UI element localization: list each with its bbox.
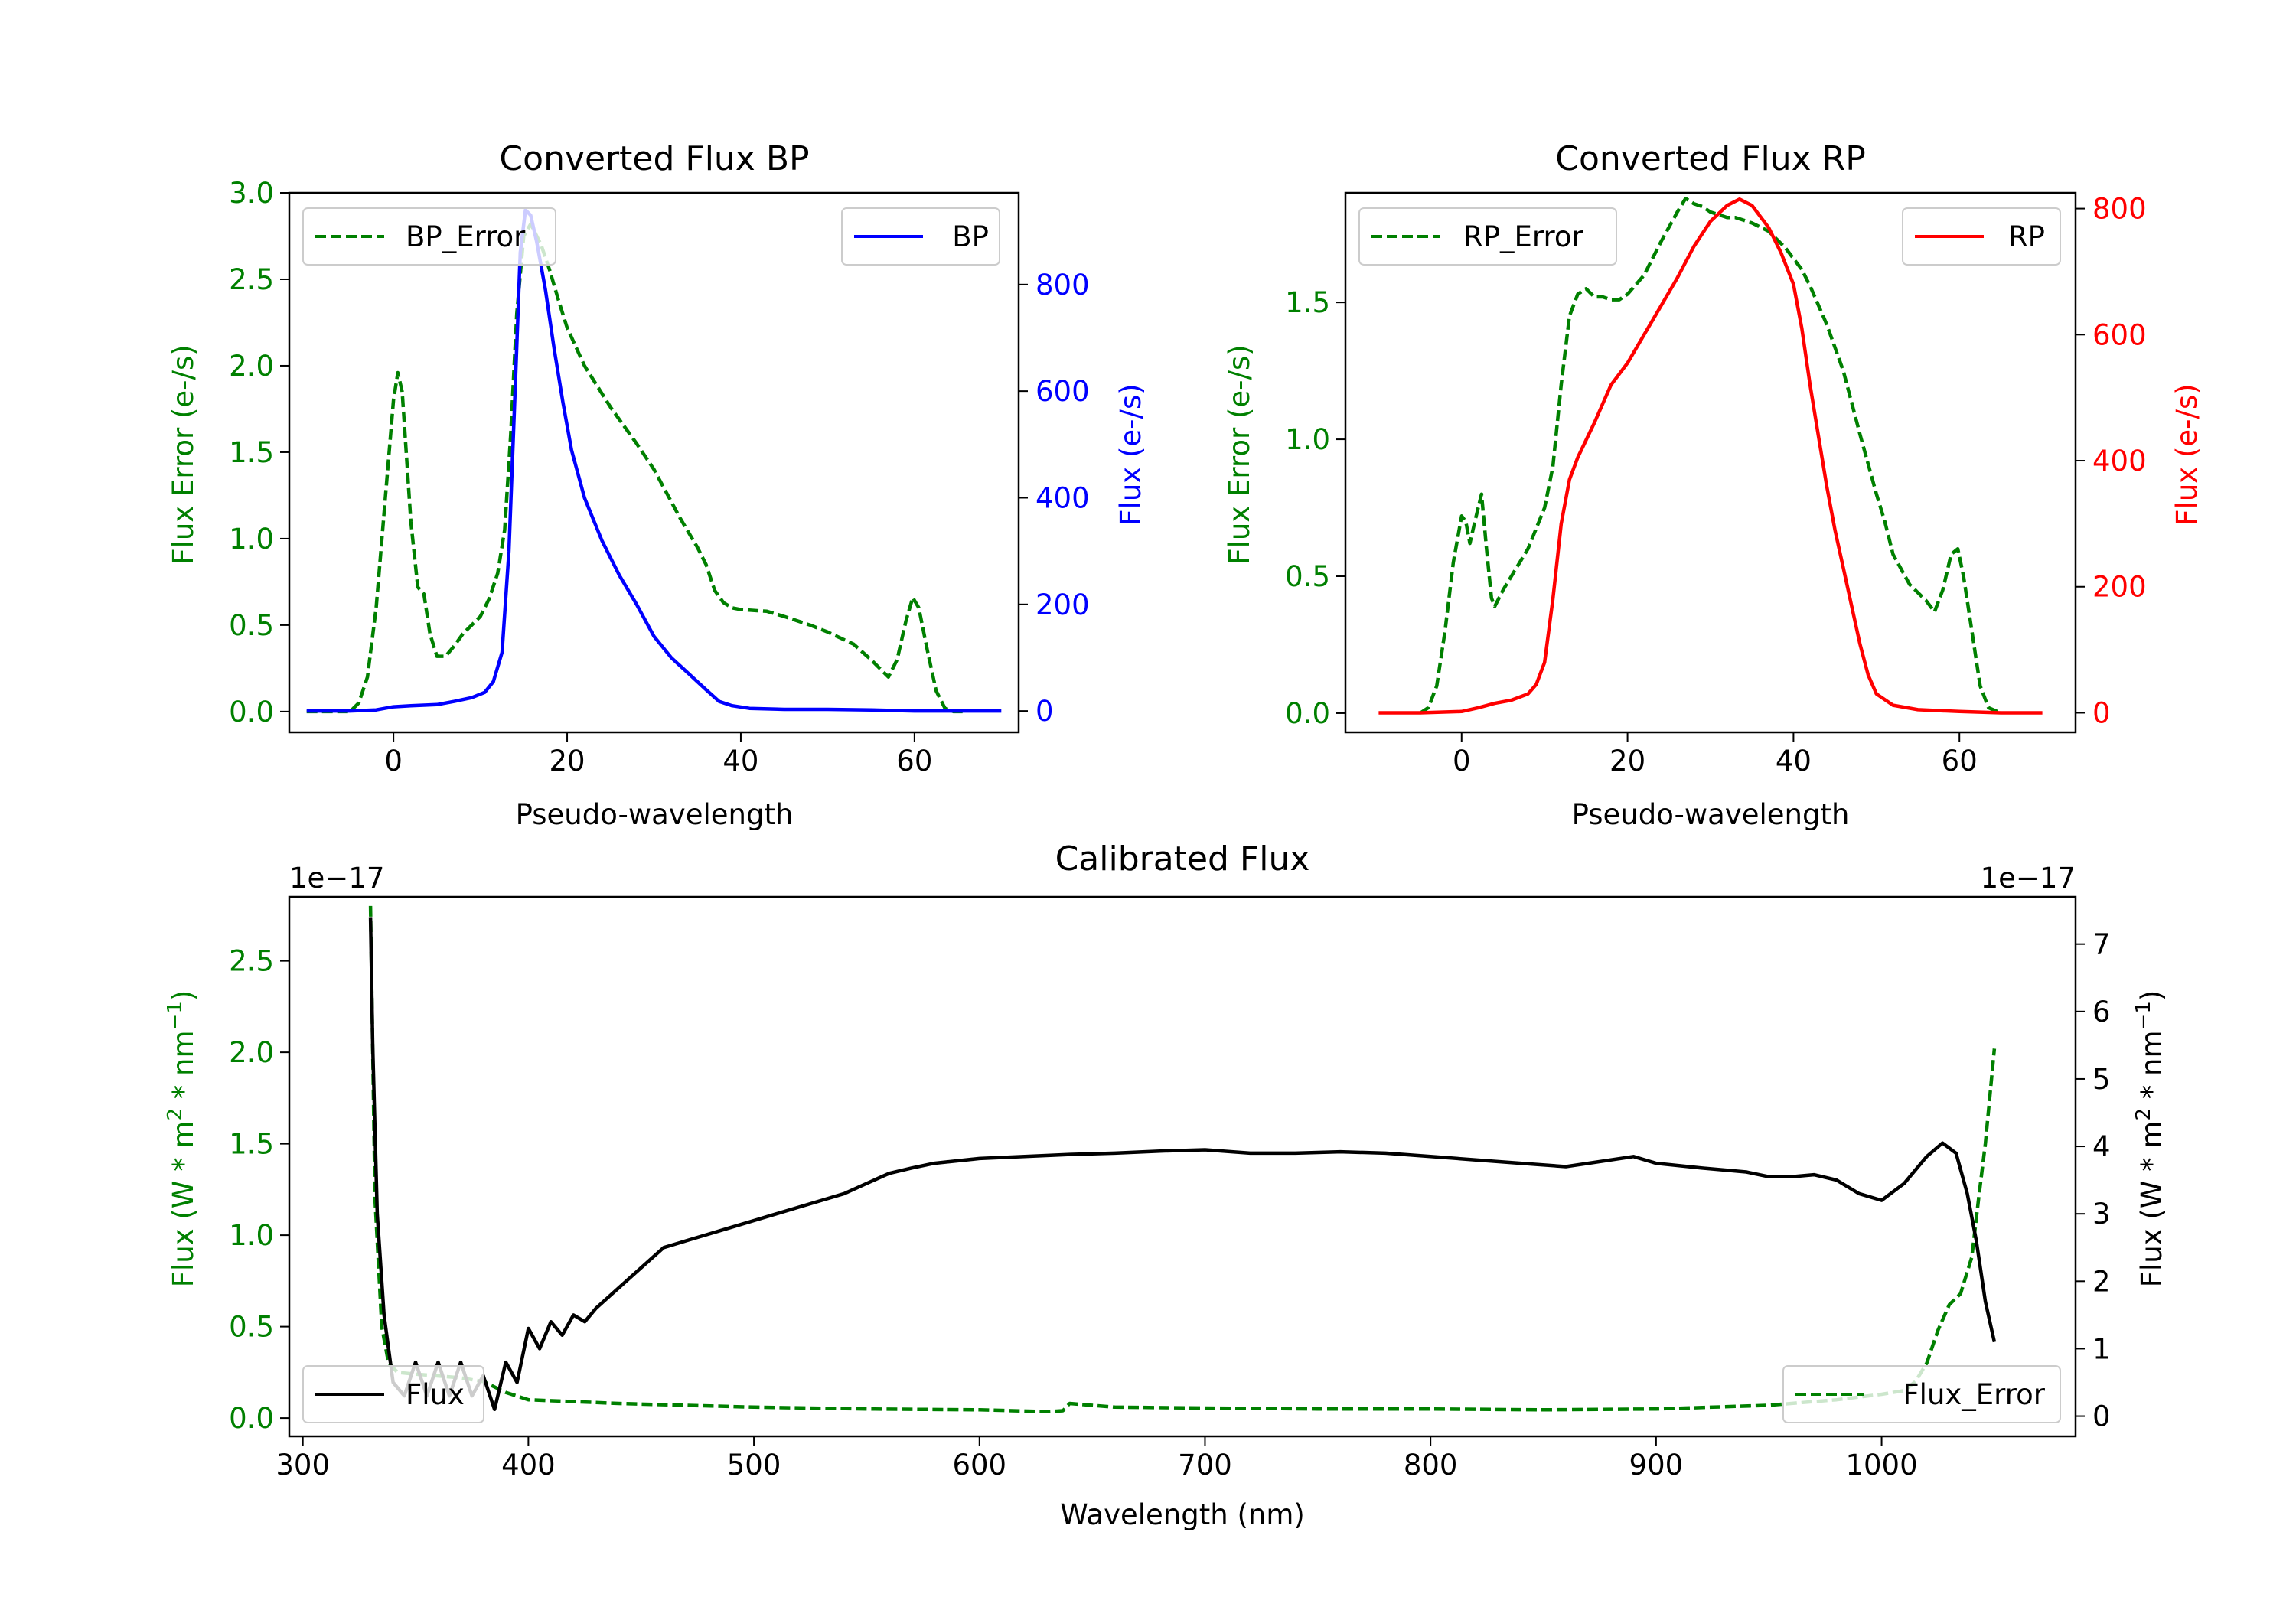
x-tick-label: 700 <box>1178 1449 1232 1482</box>
x-tick-label: 300 <box>276 1449 330 1482</box>
x-tick-label: 60 <box>896 745 932 777</box>
legend-label-bp: BP <box>952 220 989 253</box>
right-tick-label: 600 <box>2092 318 2147 351</box>
x-axis-label: Wavelength (nm) <box>1060 1498 1305 1531</box>
plot-frame <box>288 895 2077 1438</box>
left-tick-label: 2.0 <box>229 1036 274 1069</box>
right-tick-label: 4 <box>2092 1130 2111 1163</box>
right-tick-label: 7 <box>2092 928 2111 961</box>
left-tick-label: 1.0 <box>229 1219 274 1252</box>
right-axis-label: Flux (W * m2 * nm−1) <box>2132 990 2168 1288</box>
legend-left: RP_Error <box>1358 207 1617 266</box>
right-tick-label: 800 <box>1035 269 1090 302</box>
x-tick-label: 40 <box>1776 745 1812 777</box>
right-tick-label: 2 <box>2092 1265 2111 1298</box>
right-tick-label: 400 <box>2092 445 2147 478</box>
left-axis-label: Flux Error (e-/s) <box>1223 344 1256 564</box>
legend-left: BP_Error <box>302 207 556 266</box>
left-tick-label: 0.0 <box>229 1402 274 1435</box>
legend-label-rp-error: RP_Error <box>1463 220 1583 253</box>
chart-title: Calibrated Flux <box>1055 839 1310 878</box>
x-tick-label: 800 <box>1404 1449 1458 1482</box>
left-tick-label: 2.0 <box>229 350 274 383</box>
left-axis-label: Flux (W * m2 * nm−1) <box>164 990 200 1288</box>
chart-title: Converted Flux RP <box>1555 139 1866 178</box>
x-tick-label: 0 <box>384 745 403 777</box>
right-tick-label: 0 <box>2092 1400 2111 1433</box>
plot-frame <box>288 191 1020 734</box>
right-tick-label: 6 <box>2092 996 2111 1028</box>
left-tick-label: 0.0 <box>229 696 274 729</box>
left-tick-label: 1.0 <box>229 523 274 556</box>
series-line-flux-error <box>368 905 1997 1413</box>
x-tick-label: 600 <box>952 1449 1006 1482</box>
left-tick-label: 1.5 <box>1285 286 1330 319</box>
x-tick-label: 900 <box>1629 1449 1684 1482</box>
series-line-bp <box>306 208 1002 713</box>
left-tick-label: 0.5 <box>229 1311 274 1344</box>
x-tick-label: 20 <box>550 745 585 777</box>
right-tick-label: 0 <box>2092 696 2111 729</box>
series-line-rp <box>1378 197 2043 715</box>
left-tick-label: 1.0 <box>1285 423 1330 456</box>
x-axis-label: Pseudo-wavelength <box>1572 798 1850 831</box>
legend-right: RP <box>1902 207 2061 266</box>
right-tick-label: 200 <box>2092 571 2147 604</box>
x-tick-label: 500 <box>727 1449 781 1482</box>
x-tick-label: 0 <box>1453 745 1471 777</box>
legend-label-bp-error: BP_Error <box>406 220 526 253</box>
legend-right: BP <box>841 207 1000 266</box>
legend-right: Flux_Error <box>1782 1365 2061 1423</box>
right-tick-label: 400 <box>1035 481 1090 514</box>
right-tick-label: 0 <box>1035 695 1054 728</box>
plot-frame <box>1344 191 2077 734</box>
right-tick-label: 1 <box>2092 1332 2111 1365</box>
right-axis-label: Flux (e-/s) <box>2170 383 2203 525</box>
right-axis-label: Flux (e-/s) <box>1114 383 1147 525</box>
chart-rp: Converted Flux RP Pseudo-wavelength Flux… <box>1223 139 2203 831</box>
x-tick-label: 60 <box>1942 745 1978 777</box>
x-tick-label: 1000 <box>1845 1449 1917 1482</box>
left-tick-label: 1.5 <box>229 1128 274 1161</box>
left-tick-label: 3.0 <box>229 177 274 210</box>
left-tick-label: 0.5 <box>229 609 274 642</box>
left-tick-label: 0.0 <box>1285 697 1330 730</box>
legend-label-flux-error: Flux_Error <box>1903 1378 2045 1411</box>
left-tick-label: 2.5 <box>229 263 274 296</box>
x-tick-label: 40 <box>722 745 758 777</box>
left-offset-label: 1e−17 <box>289 862 384 895</box>
right-tick-label: 200 <box>1035 588 1090 621</box>
series-line-flux <box>368 917 1997 1412</box>
right-tick-label: 3 <box>2092 1198 2111 1231</box>
right-tick-label: 5 <box>2092 1063 2111 1096</box>
series-line-bp-error <box>306 222 967 714</box>
chart-bp: Converted Flux BP Pseudo-wavelength Flux… <box>167 139 1147 831</box>
chart-title: Converted Flux BP <box>499 139 809 178</box>
left-axis-label: Flux Error (e-/s) <box>167 344 200 564</box>
left-tick-label: 1.5 <box>229 436 274 469</box>
left-tick-label: 2.5 <box>229 945 274 978</box>
right-tick-label: 800 <box>2092 193 2147 226</box>
x-axis-label: Pseudo-wavelength <box>516 798 794 831</box>
series-line-rp-error <box>1419 196 2002 715</box>
x-tick-label: 20 <box>1609 745 1645 777</box>
right-offset-label: 1e−17 <box>1981 862 2076 895</box>
legend-label-rp: RP <box>2008 220 2045 253</box>
chart-calibrated: Calibrated Flux Wavelength (nm) 1e−17 1e… <box>164 839 2168 1531</box>
legend-label-flux: Flux <box>406 1378 465 1411</box>
left-tick-label: 0.5 <box>1285 560 1330 593</box>
right-tick-label: 600 <box>1035 375 1090 408</box>
x-tick-label: 400 <box>501 1449 556 1482</box>
legend-left: Flux <box>302 1365 484 1423</box>
